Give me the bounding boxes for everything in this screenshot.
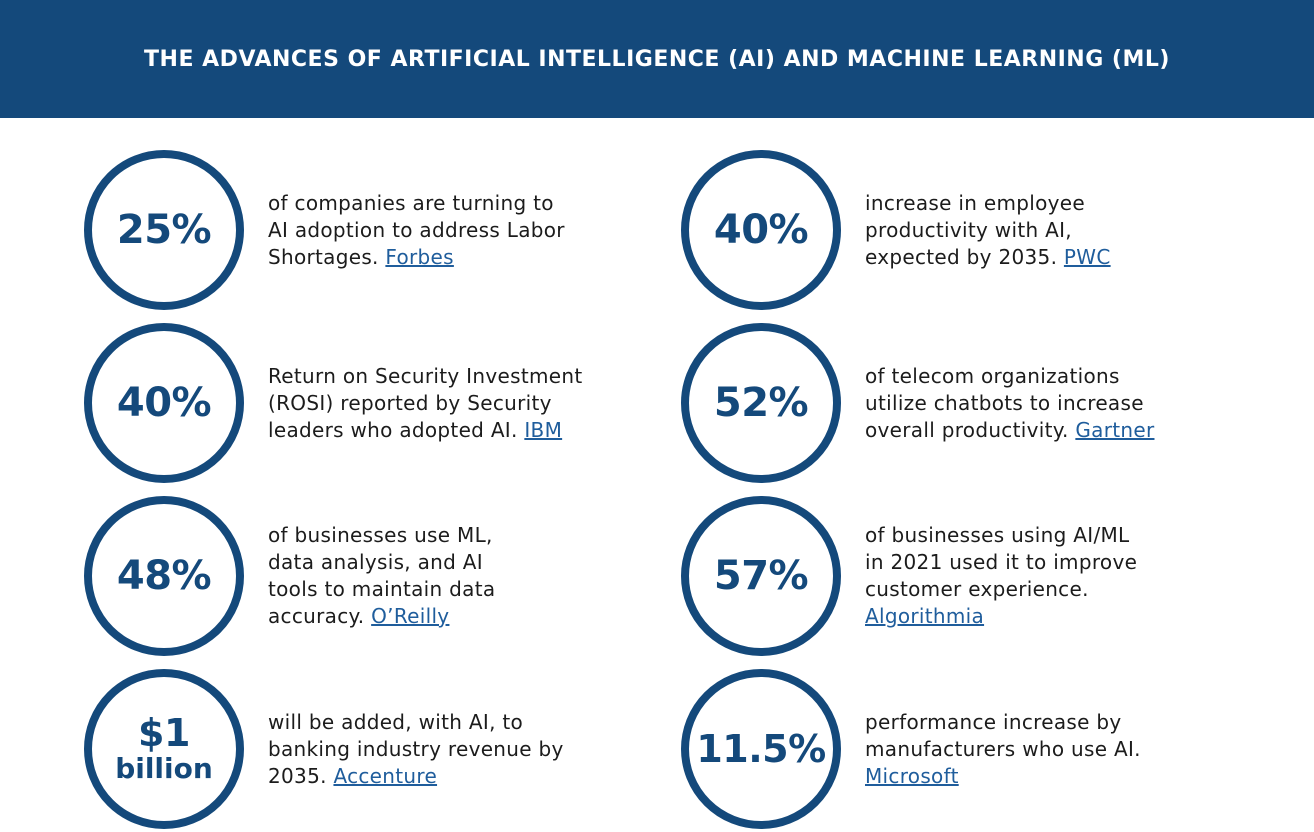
stat-card-telecom-chatbots: 52% of telecom organizations utilize cha… [681, 323, 1241, 483]
source-link-oreilly[interactable]: O’Reilly [371, 604, 450, 628]
stat-description: of telecom organizations utilize chatbot… [865, 323, 1165, 483]
stat-value: 25% [116, 207, 212, 253]
stat-card-manufacturing-performance: 11.5% performance increase by manufactur… [681, 669, 1241, 829]
stat-text-block: will be added, with AI, to banking indus… [268, 709, 568, 790]
stat-text-block: increase in employee productivity with A… [865, 190, 1155, 271]
stat-circle: 52% [681, 323, 841, 483]
stat-text: increase in employee productivity with A… [865, 190, 1085, 269]
source-link-accenture[interactable]: Accenture [333, 763, 438, 788]
stat-description: will be added, with AI, to banking indus… [268, 669, 568, 829]
stat-text-block: of businesses use ML, data analysis, and… [268, 522, 528, 630]
stat-text: will be added, with AI, to banking indus… [268, 709, 564, 788]
source-link-algorithmia[interactable]: Algorithmia [865, 604, 985, 628]
stat-value: 48% [116, 553, 212, 599]
stat-value: 40% [713, 207, 809, 253]
stat-text-block: of companies are turning to AI adoption … [268, 190, 568, 271]
stat-description: Return on Security Investment (ROSI) rep… [268, 323, 593, 483]
stat-text-block: of telecom organizations utilize chatbot… [865, 363, 1165, 444]
source-link-ibm[interactable]: IBM [524, 417, 563, 442]
stat-text: Return on Security Investment (ROSI) rep… [268, 363, 583, 442]
stat-value: 57% [713, 553, 809, 599]
source-link-forbes[interactable]: Forbes [385, 244, 454, 269]
stat-card-employee-productivity: 40% increase in employee productivity wi… [681, 150, 1241, 310]
stat-card-data-accuracy: 48% of businesses use ML, data analysis,… [84, 496, 644, 656]
stat-text: performance increase by manufacturers wh… [865, 709, 1141, 761]
stat-text: of telecom organizations utilize chatbot… [865, 363, 1144, 442]
header-banner: THE ADVANCES OF ARTIFICIAL INTELLIGENCE … [0, 0, 1314, 118]
page-title: THE ADVANCES OF ARTIFICIAL INTELLIGENCE … [144, 46, 1170, 72]
stat-text-block: of businesses using AI/ML in 2021 used i… [865, 522, 1150, 630]
stat-card-banking-revenue: $1 billion will be added, with AI, to ba… [84, 669, 644, 829]
stat-circle: 48% [84, 496, 244, 656]
stat-description: of companies are turning to AI adoption … [268, 150, 568, 310]
stat-description: performance increase by manufacturers wh… [865, 669, 1155, 829]
stat-value: $1 [138, 710, 190, 755]
stat-card-customer-experience: 57% of businesses using AI/ML in 2021 us… [681, 496, 1241, 656]
stat-circle: 25% [84, 150, 244, 310]
source-link-gartner[interactable]: Gartner [1075, 417, 1155, 442]
stat-circle: $1 billion [84, 669, 244, 829]
stat-text-block: Return on Security Investment (ROSI) rep… [268, 363, 593, 444]
stat-unit: billion [115, 751, 213, 785]
stat-circle: 40% [681, 150, 841, 310]
stat-description: increase in employee productivity with A… [865, 150, 1155, 310]
stat-value: 52% [713, 380, 809, 426]
stat-text: of companies are turning to AI adoption … [268, 190, 565, 269]
stat-description: of businesses using AI/ML in 2021 used i… [865, 496, 1150, 656]
stat-circle: 57% [681, 496, 841, 656]
stat-value: 11.5% [696, 727, 826, 771]
stat-value: 40% [116, 380, 212, 426]
stat-text: of businesses use ML, data analysis, and… [268, 523, 496, 628]
stat-text: of businesses using AI/ML in 2021 used i… [865, 523, 1138, 601]
source-link-microsoft[interactable]: Microsoft [865, 763, 959, 788]
stat-description: of businesses use ML, data analysis, and… [268, 496, 528, 656]
stat-circle: 40% [84, 323, 244, 483]
stat-card-rosi: 40% Return on Security Investment (ROSI)… [84, 323, 644, 483]
stat-circle: 11.5% [681, 669, 841, 829]
stat-text-block: performance increase by manufacturers wh… [865, 709, 1155, 790]
stat-card-labor-shortages: 25% of companies are turning to AI adopt… [84, 150, 644, 310]
source-link-pwc[interactable]: PWC [1063, 244, 1111, 269]
